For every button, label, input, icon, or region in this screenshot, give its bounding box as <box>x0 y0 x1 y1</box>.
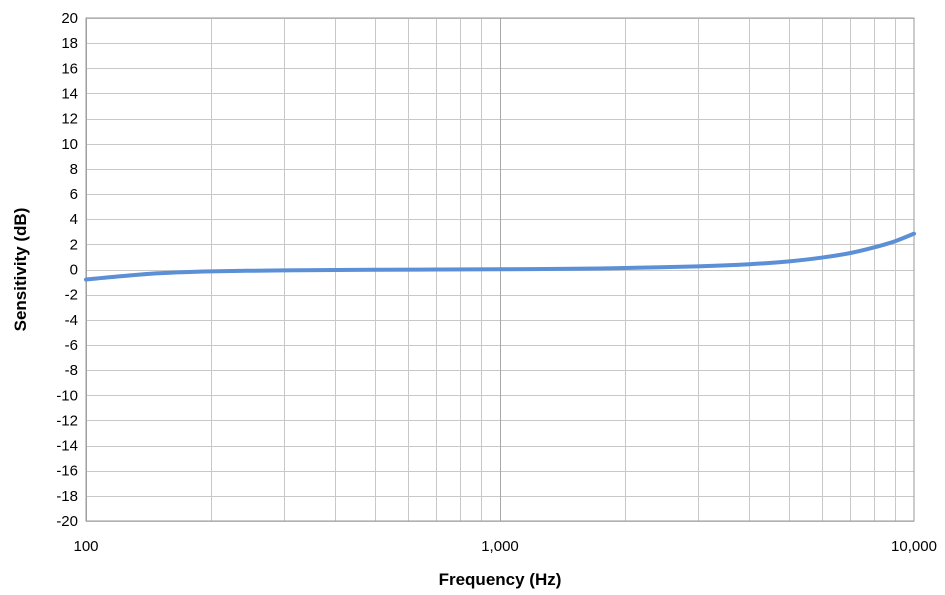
plot-area-frame <box>85 17 915 522</box>
grid <box>86 18 914 522</box>
x-tick-labels: 100 1,000 10,000 <box>73 538 936 555</box>
y-tick-label: -16 <box>56 463 78 480</box>
y-tick-label: 6 <box>70 186 78 203</box>
y-tick-label: 14 <box>61 85 78 102</box>
y-axis-title: Sensitivity (dB) <box>11 208 30 332</box>
y-tick-label: 2 <box>70 236 78 253</box>
y-tick-label: -12 <box>56 412 78 429</box>
series-group <box>84 231 916 282</box>
y-tick-label: -2 <box>65 287 78 304</box>
x-tick-label: 10,000 <box>891 538 937 555</box>
y-tick-label: -6 <box>65 337 78 354</box>
x-axis-title: Frequency (Hz) <box>439 570 562 589</box>
x-tick-label: 1,000 <box>481 538 519 555</box>
y-tick-label: 12 <box>61 111 78 128</box>
y-tick-label: 4 <box>70 211 78 228</box>
y-tick-label: 10 <box>61 136 78 153</box>
x-tick-label: 100 <box>73 538 98 555</box>
y-tick-label: -10 <box>56 387 78 404</box>
y-tick-labels: 20181614121086420-2-4-6-8-10-12-14-16-18… <box>56 10 78 530</box>
y-tick-label: -8 <box>65 362 78 379</box>
y-tick-label: 8 <box>70 161 78 178</box>
y-tick-label: -20 <box>56 513 78 530</box>
y-tick-label: 0 <box>70 262 78 279</box>
y-tick-label: -18 <box>56 488 78 505</box>
sensitivity-series-line <box>84 231 916 282</box>
y-tick-label: 16 <box>61 60 78 77</box>
y-tick-label: -14 <box>56 438 78 455</box>
y-tick-label: 20 <box>61 10 78 27</box>
y-tick-label: 18 <box>61 35 78 52</box>
y-tick-label: -4 <box>65 312 78 329</box>
